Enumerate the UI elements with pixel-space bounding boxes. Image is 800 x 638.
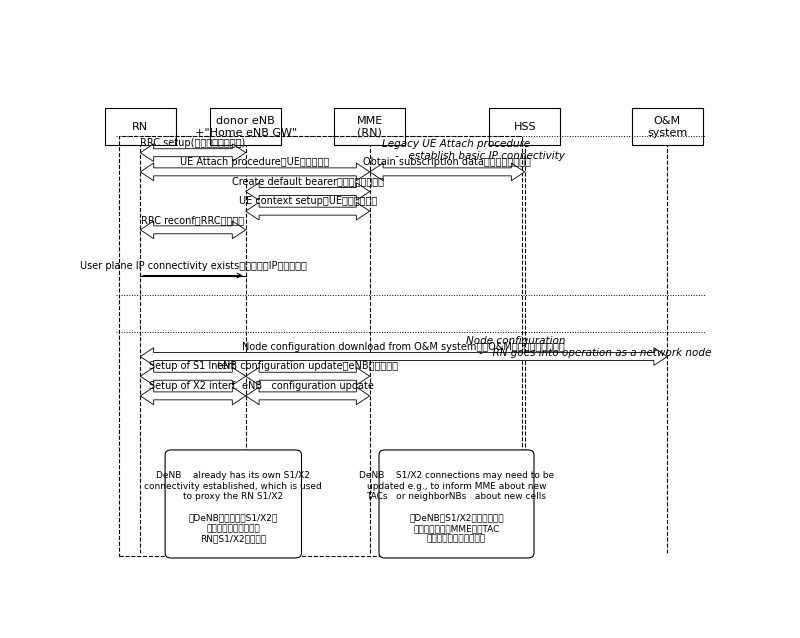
- Bar: [210, 108, 282, 145]
- Polygon shape: [140, 367, 246, 385]
- Text: MME
(RN): MME (RN): [357, 116, 383, 138]
- Bar: [334, 108, 406, 145]
- Polygon shape: [370, 163, 525, 181]
- Bar: [105, 108, 176, 145]
- Polygon shape: [246, 182, 370, 200]
- Polygon shape: [140, 221, 246, 239]
- Polygon shape: [246, 387, 370, 404]
- Polygon shape: [140, 348, 667, 366]
- Text: HSS: HSS: [514, 122, 536, 132]
- Text: DeNB    S1/X2 connections may need to be
updated e.g., to inform MME about new
T: DeNB S1/X2 connections may need to be up…: [359, 471, 554, 501]
- Text: RRC reconf（RRC重配置）: RRC reconf（RRC重配置）: [142, 215, 245, 225]
- Text: RRC setup(无线资源控制建立): RRC setup(无线资源控制建立): [140, 138, 246, 148]
- Text: donor eNB
+"Home eNB GW": donor eNB +"Home eNB GW": [194, 116, 297, 138]
- Bar: [632, 108, 703, 145]
- Text: （DeNB已有自己的S1/X2接
口建立，这是用来代理
RN的S1/X2接口的）: （DeNB已有自己的S1/X2接 口建立，这是用来代理 RN的S1/X2接口的）: [189, 514, 278, 544]
- Polygon shape: [140, 163, 370, 181]
- Text: Node configuration
    -   RN goes into operation as a network node: Node configuration - RN goes into operat…: [466, 336, 711, 357]
- Text: Setup of X2 interf.: Setup of X2 interf.: [149, 381, 238, 391]
- Text: Create default bearer（创建默认承载）: Create default bearer（创建默认承载）: [232, 177, 384, 186]
- Text: UE Attach procedure（UE附着进程）: UE Attach procedure（UE附着进程）: [180, 157, 330, 167]
- Text: DeNB    already has its own S1/X2
connectivity established, which is used
to pro: DeNB already has its own S1/X2 connectiv…: [145, 471, 322, 501]
- Text: （DeNB的S1/X2接口连接需要
更新，例如通知MME新的TAC
及邻基站有关的新小区）: （DeNB的S1/X2接口连接需要 更新，例如通知MME新的TAC 及邻基站有关…: [409, 514, 504, 544]
- Polygon shape: [140, 144, 246, 161]
- Polygon shape: [246, 202, 370, 220]
- FancyBboxPatch shape: [165, 450, 302, 558]
- Bar: [118, 135, 522, 556]
- Text: RN: RN: [132, 122, 148, 132]
- FancyBboxPatch shape: [379, 450, 534, 558]
- Text: Legacy UE Attach procedure
    -   establish basic IP connectivity: Legacy UE Attach procedure - establish b…: [382, 140, 565, 161]
- Text: eNB   configuration update: eNB configuration update: [242, 381, 374, 391]
- Text: Obtain subscription data（获取签约数据）: Obtain subscription data（获取签约数据）: [363, 157, 531, 167]
- Text: Node configuration download from O&M system（从O&M系统下载节点配置）: Node configuration download from O&M sys…: [242, 342, 565, 352]
- Text: eNB configuration update（eNB配置更新）: eNB configuration update（eNB配置更新）: [218, 361, 398, 371]
- Polygon shape: [246, 367, 370, 385]
- Text: Setup of S1 Interf.: Setup of S1 Interf.: [149, 361, 237, 371]
- Text: UE context setup（UE上下文建立）: UE context setup（UE上下文建立）: [238, 197, 377, 206]
- Polygon shape: [140, 387, 246, 404]
- Bar: [489, 108, 560, 145]
- Text: User plane IP connectivity exists（用户面的IP连接存在）: User plane IP connectivity exists（用户面的IP…: [79, 260, 306, 271]
- Text: O&M
system: O&M system: [647, 116, 687, 138]
